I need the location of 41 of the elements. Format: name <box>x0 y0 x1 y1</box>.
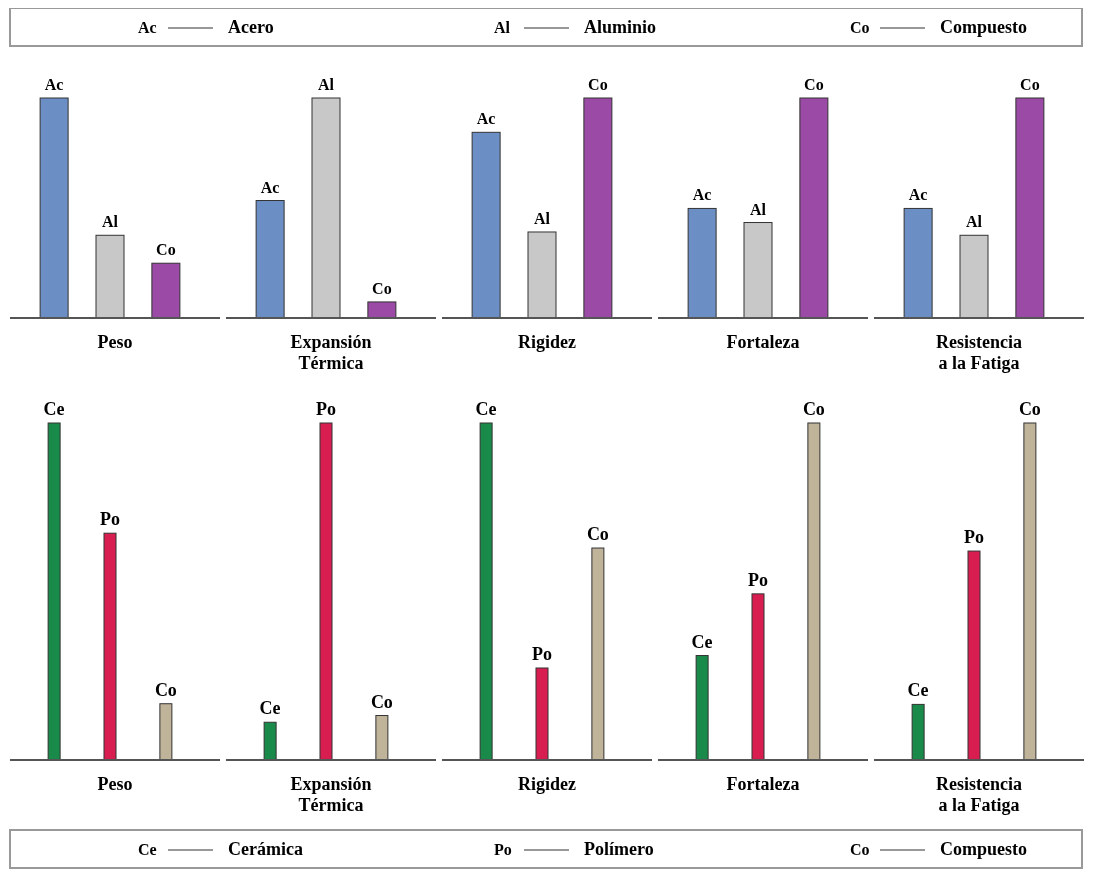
x-axis-title: Resistencia a la Fatiga <box>936 332 1022 373</box>
text: Ce <box>138 841 157 858</box>
x-tick-label: Al <box>966 213 983 231</box>
x-axis-title: Fortaleza <box>726 332 800 352</box>
text: Aluminio <box>584 17 657 37</box>
x-tick-label: Ce <box>907 680 929 701</box>
x-tick-label: Co <box>802 399 825 419</box>
x-axis-title: Peso <box>97 332 133 352</box>
text: Ac <box>138 19 157 36</box>
text: Cerámica <box>228 839 303 859</box>
text: Co <box>850 841 870 858</box>
x-axis-title: Peso <box>97 774 133 794</box>
x-tick-label: Ac <box>692 186 712 204</box>
x-tick-label: Co <box>370 691 393 712</box>
x-tick-label: Ce <box>43 399 65 419</box>
x-axis-title: Rigidez <box>518 332 576 352</box>
x-tick-label: Al <box>102 213 119 231</box>
x-axis-title: Rigidez <box>518 774 576 794</box>
x-tick-label: Po <box>316 399 336 419</box>
x-axis-title: Expansión Térmica <box>290 332 372 373</box>
text: Compuesto <box>940 839 1028 859</box>
text: Co <box>850 19 870 36</box>
text: Compuesto <box>940 17 1028 37</box>
x-tick-label: Ce <box>475 399 497 419</box>
text: Polímero <box>584 839 654 859</box>
x-tick-label: Ac <box>260 178 280 196</box>
x-tick-label: Co <box>804 76 824 93</box>
x-tick-label: Co <box>1018 399 1041 419</box>
x-tick-label: Ac <box>908 186 928 204</box>
x-tick-label: Co <box>588 76 608 93</box>
x-axis-title: Expansión Térmica <box>290 774 372 815</box>
x-tick-label: Al <box>534 209 551 227</box>
x-axis-title: Fortaleza <box>726 774 800 794</box>
x-tick-label: Al <box>318 76 335 93</box>
x-axis-title: Resistencia a la Fatiga <box>936 774 1022 815</box>
x-tick-label: Co <box>154 679 177 700</box>
x-tick-label: Co <box>1020 76 1040 93</box>
x-tick-label: Ac <box>44 76 64 93</box>
text: Al <box>494 19 511 36</box>
text: Acero <box>228 17 274 37</box>
text: Po <box>494 841 512 858</box>
